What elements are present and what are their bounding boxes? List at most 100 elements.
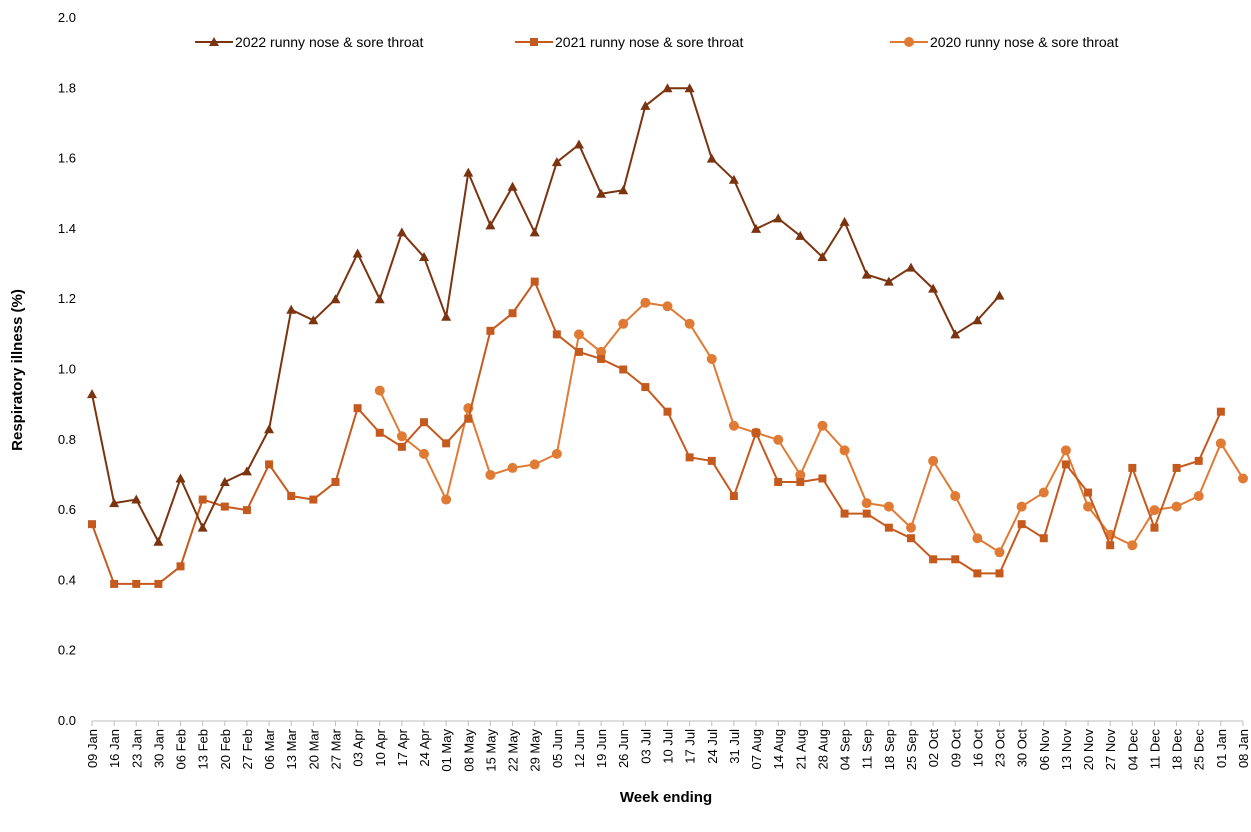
x-tick-label: 18 Sep bbox=[882, 729, 897, 770]
x-tick-label: 06 Nov bbox=[1037, 729, 1052, 771]
square-marker bbox=[574, 347, 583, 356]
square-marker bbox=[486, 326, 495, 335]
x-tick-label: 27 Feb bbox=[240, 729, 255, 769]
square-marker bbox=[442, 439, 451, 448]
triangle-marker bbox=[209, 37, 219, 46]
x-tick-label: 20 Mar bbox=[306, 728, 321, 769]
x-tick-label: 03 Apr bbox=[351, 728, 366, 766]
circle-marker bbox=[662, 301, 673, 312]
triangle-marker bbox=[551, 157, 562, 167]
x-tick-label: 11 Sep bbox=[860, 729, 875, 769]
square-marker bbox=[641, 383, 650, 392]
triangle-marker bbox=[817, 252, 828, 262]
x-tick-label: 13 Nov bbox=[1059, 729, 1074, 771]
square-marker bbox=[884, 523, 893, 532]
x-tick-label: 26 Jun bbox=[616, 729, 631, 768]
triangle-marker bbox=[994, 290, 1005, 300]
circle-marker bbox=[573, 329, 584, 340]
series-line bbox=[91, 279, 1222, 585]
square-marker bbox=[796, 477, 805, 486]
x-tick-label: 09 Oct bbox=[948, 729, 963, 768]
x-tick-label: 17 Apr bbox=[395, 728, 410, 766]
x-tick-label: 14 Aug bbox=[771, 729, 786, 770]
x-tick-label: 27 Mar bbox=[328, 728, 343, 769]
triangle-marker bbox=[751, 223, 762, 233]
series-group bbox=[87, 83, 1005, 546]
square-marker bbox=[242, 506, 251, 515]
triangle-marker bbox=[795, 230, 806, 240]
square-marker bbox=[552, 330, 561, 339]
x-tick-label: 20 Feb bbox=[218, 729, 233, 769]
circle-marker bbox=[928, 455, 939, 466]
x-tick-label: 08 Jan bbox=[1236, 729, 1251, 768]
x-tick-label: 23 Jan bbox=[129, 729, 144, 768]
x-tick-label: 03 Jul bbox=[638, 729, 653, 764]
x-tick-label: 06 Feb bbox=[174, 729, 189, 769]
triangle-marker bbox=[463, 167, 474, 177]
circle-marker bbox=[529, 459, 540, 470]
x-tick-label: 09 Jan bbox=[85, 729, 100, 768]
circle-marker bbox=[374, 385, 385, 396]
square-marker bbox=[597, 354, 606, 363]
x-tick-label: 05 Jun bbox=[550, 729, 565, 768]
triangle-marker bbox=[618, 185, 629, 195]
triangle-marker bbox=[330, 294, 341, 304]
triangle-marker bbox=[972, 315, 983, 325]
y-tick-label: 1.8 bbox=[58, 80, 76, 95]
circle-marker bbox=[795, 469, 806, 480]
triangle-marker bbox=[529, 227, 540, 237]
circle-marker bbox=[419, 448, 430, 459]
circle-marker bbox=[1016, 501, 1027, 512]
x-tick-label: 20 Nov bbox=[1081, 729, 1096, 771]
triangle-marker bbox=[197, 522, 208, 532]
square-marker bbox=[110, 579, 119, 588]
x-tick-label: 10 Jul bbox=[661, 729, 676, 764]
square-marker bbox=[375, 428, 384, 437]
x-tick-label: 27 Nov bbox=[1103, 729, 1118, 771]
x-tick-label: 24 Jul bbox=[705, 729, 720, 764]
triangle-marker bbox=[419, 252, 430, 262]
x-tick-label: 16 Jan bbox=[107, 729, 122, 768]
square-marker bbox=[265, 460, 274, 469]
x-tick-label: 30 Oct bbox=[1015, 729, 1030, 768]
square-marker bbox=[154, 579, 163, 588]
circle-marker bbox=[684, 318, 695, 329]
square-marker bbox=[774, 477, 783, 486]
circle-marker bbox=[640, 297, 651, 308]
square-marker bbox=[1039, 534, 1048, 543]
triangle-marker bbox=[264, 424, 275, 434]
square-marker bbox=[1194, 456, 1203, 465]
square-marker bbox=[176, 562, 185, 571]
square-marker bbox=[840, 509, 849, 518]
y-tick-label: 1.0 bbox=[58, 362, 76, 377]
x-tick-label: 31 Jul bbox=[727, 729, 742, 764]
x-axis-title: Week ending bbox=[620, 789, 712, 806]
y-tick-label: 0.0 bbox=[58, 713, 76, 728]
y-tick-label: 1.4 bbox=[58, 221, 76, 236]
x-tick-label: 18 Dec bbox=[1170, 729, 1185, 771]
triangle-marker bbox=[905, 262, 916, 272]
circle-marker bbox=[618, 318, 629, 329]
square-marker bbox=[1216, 407, 1225, 416]
x-tick-label: 02 Oct bbox=[926, 729, 941, 768]
x-tick-label: 15 May bbox=[483, 729, 498, 772]
square-marker bbox=[464, 414, 473, 423]
x-tick-label: 30 Jan bbox=[151, 729, 166, 768]
y-tick-label: 0.8 bbox=[58, 432, 76, 447]
square-marker bbox=[198, 495, 207, 504]
triangle-marker bbox=[662, 83, 673, 93]
triangle-marker bbox=[219, 476, 230, 486]
triangle-marker bbox=[286, 304, 297, 314]
x-tick-label: 24 Apr bbox=[417, 728, 432, 766]
x-tick-label: 29 May bbox=[528, 729, 543, 772]
square-marker bbox=[929, 555, 938, 564]
x-tick-label: 13 Feb bbox=[196, 729, 211, 769]
circle-marker bbox=[1038, 487, 1049, 498]
triangle-marker bbox=[175, 473, 186, 483]
triangle-marker bbox=[507, 181, 518, 191]
circle-marker bbox=[861, 498, 872, 509]
circle-marker bbox=[485, 469, 496, 480]
triangle-marker bbox=[706, 153, 717, 163]
square-marker bbox=[729, 492, 738, 501]
